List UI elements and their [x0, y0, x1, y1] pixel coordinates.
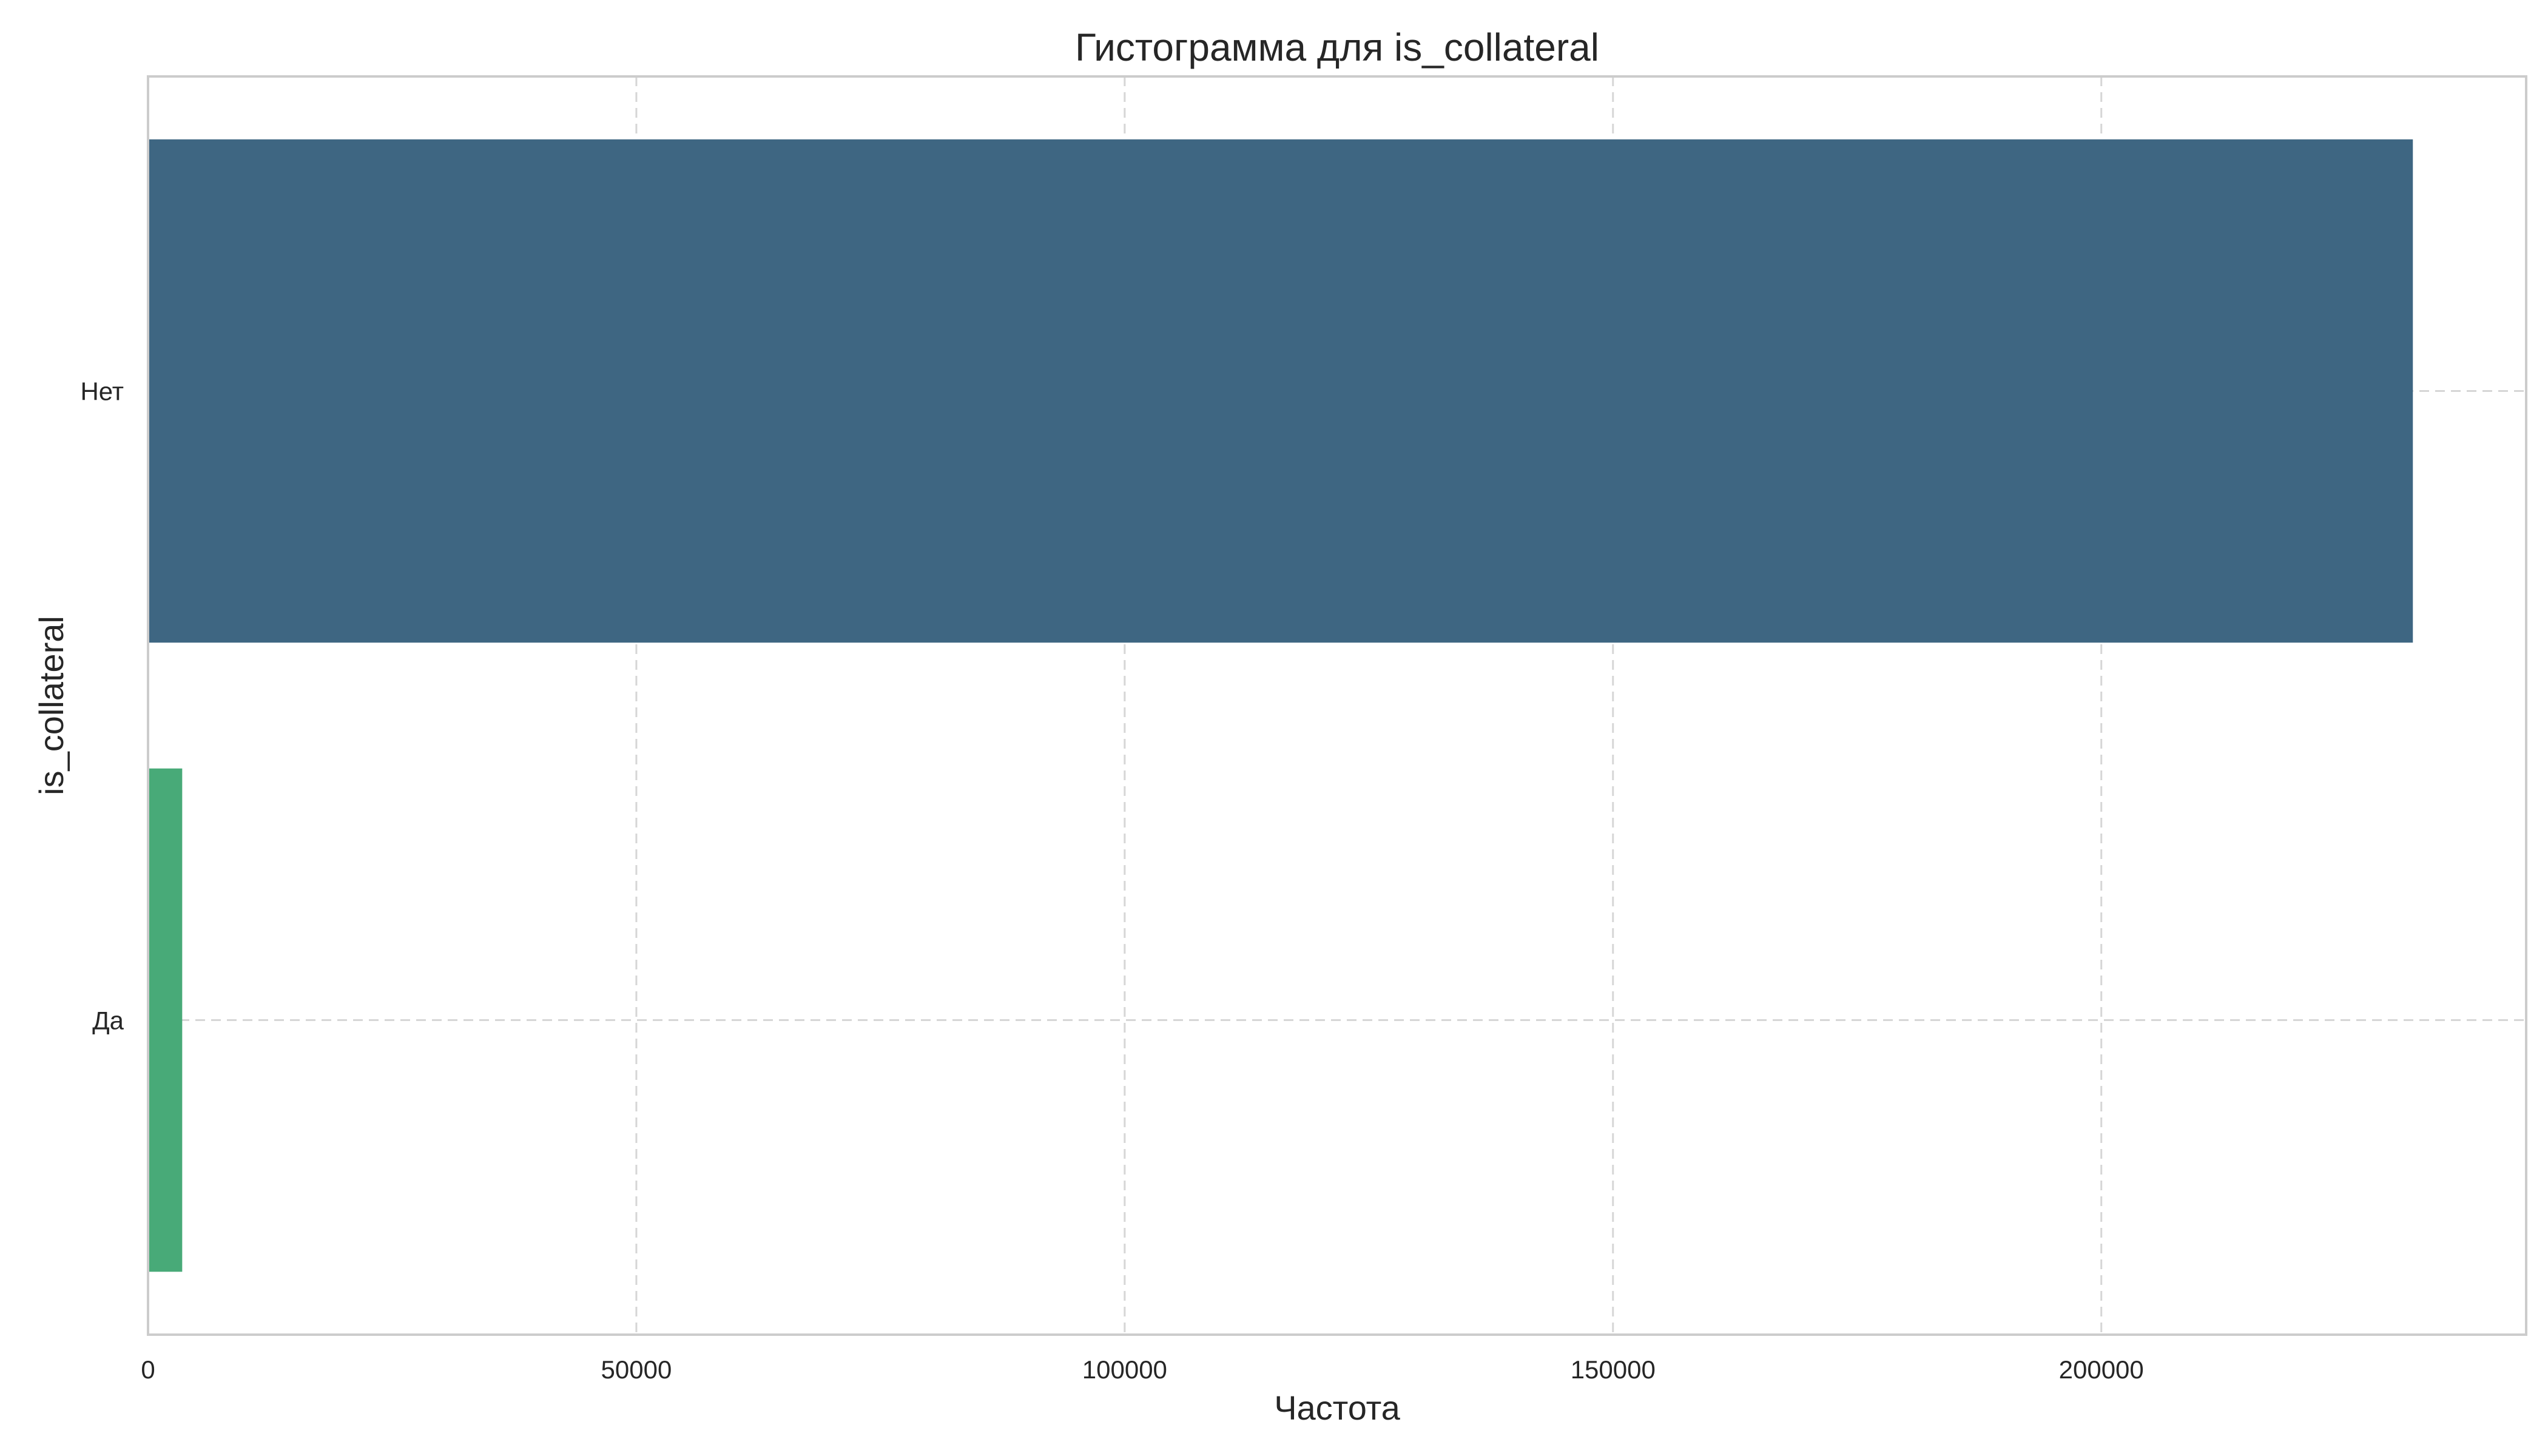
y-tick-label-0: Нет	[80, 377, 124, 406]
y-tick-label-1: Да	[92, 1006, 124, 1035]
bar-net	[148, 139, 2413, 643]
x-tick-label-3: 150000	[1571, 1355, 1656, 1384]
plot-frame	[147, 75, 2527, 1336]
x-tick-label-2: 100000	[1082, 1355, 1167, 1384]
x-axis-label: Частота	[1274, 1389, 1400, 1427]
x-tick-label-1: 50000	[601, 1355, 672, 1384]
chart-title: Гистограмма для is_collateral	[1075, 25, 1599, 69]
y-axis-label: is_collateral	[32, 616, 70, 795]
bar-da	[148, 768, 183, 1272]
x-tick-label-0: 0	[141, 1355, 155, 1384]
bars	[148, 139, 2413, 1272]
tick-labels: 0 50000 100000 150000 200000 Нет Да	[80, 377, 2143, 1384]
x-tick-label-4: 200000	[2059, 1355, 2144, 1384]
